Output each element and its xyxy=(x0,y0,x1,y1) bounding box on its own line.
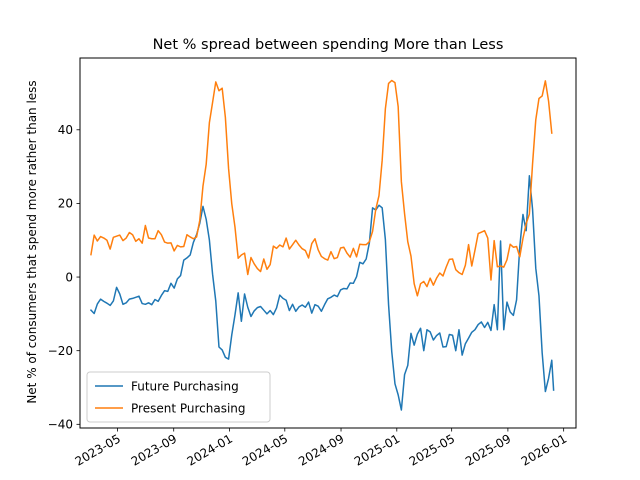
y-tick-label: 0 xyxy=(65,270,73,284)
plot-frame xyxy=(79,57,577,429)
chart-title: Net % spread between spending More than … xyxy=(153,37,504,53)
legend-box xyxy=(86,371,271,423)
y-tick-label: −20 xyxy=(48,344,73,358)
legend-label-present: Present Purchasing xyxy=(131,402,246,416)
y-axis: −40 −20 0 20 40 xyxy=(48,123,80,432)
series-line-present-purchasing xyxy=(90,79,553,297)
y-tick-label: 40 xyxy=(58,123,73,137)
y-tick-label: 20 xyxy=(58,197,73,211)
y-tick-label: −40 xyxy=(48,418,73,432)
plot-lines xyxy=(89,79,555,411)
legend-label-future: Future Purchasing xyxy=(131,380,239,394)
legend: Future Purchasing Present Purchasing xyxy=(86,371,271,423)
series-line-future-purchasing xyxy=(89,175,555,411)
y-axis-label: Net % of consumers that spend more rathe… xyxy=(25,80,39,403)
